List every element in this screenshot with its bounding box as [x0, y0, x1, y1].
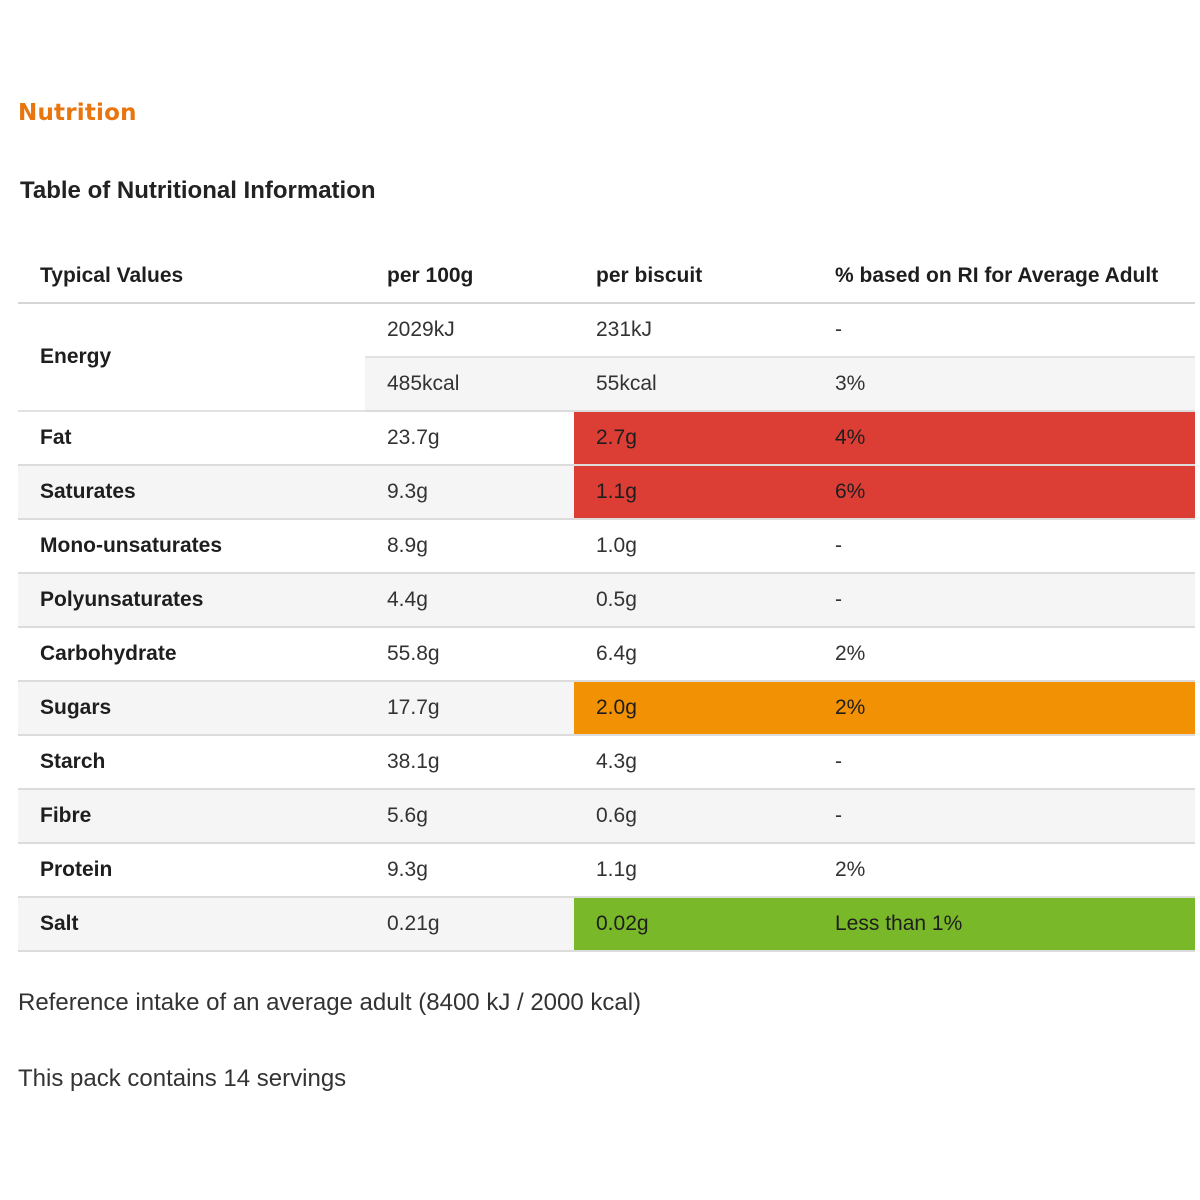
section-heading-nutrition: Nutrition — [18, 100, 137, 126]
cell-saturates-per-biscuit: 1.1g — [574, 465, 813, 520]
row-name-polyunsaturates: Polyunsaturates — [18, 573, 365, 628]
table-row-sugars: Sugars 17.7g 2.0g 2% — [18, 681, 1195, 736]
cell-starch-per-100g: 38.1g — [365, 735, 574, 790]
cell-protein-ri: 2% — [813, 843, 1195, 898]
row-name-sugars: Sugars — [18, 681, 365, 736]
cell-salt-per-100g: 0.21g — [365, 897, 574, 952]
cell-salt-per-biscuit: 0.02g — [574, 897, 813, 952]
cell-fat-per-100g: 23.7g — [365, 411, 574, 466]
table-title: Table of Nutritional Information — [20, 177, 376, 204]
row-name-salt: Salt — [18, 897, 365, 952]
row-name-fat: Fat — [18, 411, 365, 466]
cell-mono-unsaturates-per-100g: 8.9g — [365, 519, 574, 574]
cell-sugars-per-biscuit: 2.0g — [574, 681, 813, 736]
nutrition-table: Typical Values per 100g per biscuit % ba… — [18, 249, 1195, 952]
cell-saturates-per-100g: 9.3g — [365, 465, 574, 520]
cell-protein-per-biscuit: 1.1g — [574, 843, 813, 898]
cell-sugars-ri: 2% — [813, 681, 1195, 736]
table-row-salt: Salt 0.21g 0.02g Less than 1% — [18, 897, 1195, 952]
row-name-protein: Protein — [18, 843, 365, 898]
cell-mono-unsaturates-ri: - — [813, 519, 1195, 574]
cell-energy-kcal-per-biscuit: 55kcal — [574, 357, 813, 412]
cell-saturates-ri: 6% — [813, 465, 1195, 520]
cell-fibre-per-biscuit: 0.6g — [574, 789, 813, 844]
cell-energy-kj-per-100g: 2029kJ — [365, 303, 574, 358]
cell-fibre-per-100g: 5.6g — [365, 789, 574, 844]
cell-salt-ri: Less than 1% — [813, 897, 1195, 952]
table-row-starch: Starch 38.1g 4.3g - — [18, 735, 1195, 790]
servings-note: This pack contains 14 servings — [18, 1065, 347, 1092]
row-name-carbohydrate: Carbohydrate — [18, 627, 365, 682]
column-header-typical-values: Typical Values — [18, 249, 365, 304]
cell-polyunsaturates-per-100g: 4.4g — [365, 573, 574, 628]
cell-energy-kcal-ri: 3% — [813, 357, 1195, 412]
table-row-energy-kj: Energy 2029kJ 231kJ - — [18, 303, 1195, 412]
column-header-per-100g: per 100g — [365, 249, 574, 304]
row-name-starch: Starch — [18, 735, 365, 790]
cell-energy-kj-per-biscuit: 231kJ — [574, 303, 813, 358]
column-header-per-biscuit: per biscuit — [574, 249, 813, 304]
cell-fat-per-biscuit: 2.7g — [574, 411, 813, 466]
cell-fibre-ri: - — [813, 789, 1195, 844]
table-body: Energy 2029kJ 231kJ - 485kcal 55kcal 3% … — [18, 303, 1195, 952]
cell-energy-kcal-per-100g: 485kcal — [365, 357, 574, 412]
cell-polyunsaturates-ri: - — [813, 573, 1195, 628]
row-name-energy: Energy — [18, 303, 365, 412]
cell-polyunsaturates-per-biscuit: 0.5g — [574, 573, 813, 628]
header-row: Typical Values per 100g per biscuit % ba… — [18, 249, 1195, 304]
table-row-fibre: Fibre 5.6g 0.6g - — [18, 789, 1195, 844]
cell-carbohydrate-ri: 2% — [813, 627, 1195, 682]
table-row-fat: Fat 23.7g 2.7g 4% — [18, 411, 1195, 466]
cell-starch-ri: - — [813, 735, 1195, 790]
cell-carbohydrate-per-biscuit: 6.4g — [574, 627, 813, 682]
cell-fat-ri: 4% — [813, 411, 1195, 466]
reference-intake-note: Reference intake of an average adult (84… — [18, 989, 642, 1016]
cell-carbohydrate-per-100g: 55.8g — [365, 627, 574, 682]
table-row-saturates: Saturates 9.3g 1.1g 6% — [18, 465, 1195, 520]
cell-starch-per-biscuit: 4.3g — [574, 735, 813, 790]
cell-mono-unsaturates-per-biscuit: 1.0g — [574, 519, 813, 574]
row-name-saturates: Saturates — [18, 465, 365, 520]
table-row-protein: Protein 9.3g 1.1g 2% — [18, 843, 1195, 898]
cell-protein-per-100g: 9.3g — [365, 843, 574, 898]
row-name-mono-unsaturates: Mono-unsaturates — [18, 519, 365, 574]
cell-sugars-per-100g: 17.7g — [365, 681, 574, 736]
table-header: Typical Values per 100g per biscuit % ba… — [18, 249, 1195, 304]
table-row-energy-kcal: 485kcal 55kcal 3% — [18, 357, 1195, 412]
table-row-polyunsaturates: Polyunsaturates 4.4g 0.5g - — [18, 573, 1195, 628]
column-header-ri-percent: % based on RI for Average Adult — [813, 249, 1195, 304]
table-row-mono-unsaturates: Mono-unsaturates 8.9g 1.0g - — [18, 519, 1195, 574]
table-row-carbohydrate: Carbohydrate 55.8g 6.4g 2% — [18, 627, 1195, 682]
cell-energy-kj-ri: - — [813, 303, 1195, 358]
row-name-fibre: Fibre — [18, 789, 365, 844]
